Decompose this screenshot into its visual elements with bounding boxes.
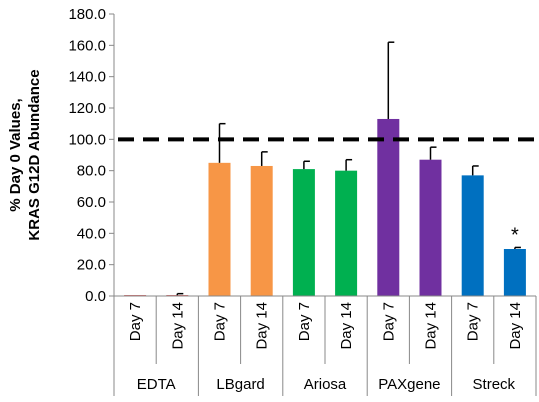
y-tick-label: 160.0	[68, 37, 106, 54]
significance-marker: *	[511, 224, 519, 246]
x-tick-label: Day 7	[296, 302, 313, 341]
x-tick-label: Day 14	[254, 302, 271, 350]
x-tick-label: Day 14	[338, 302, 355, 350]
group-label: Ariosa	[304, 376, 347, 393]
y-axis-title-line: % Day 0 Values,	[7, 98, 24, 211]
y-tick-label: 40.0	[77, 225, 106, 242]
x-tick-label: Day 14	[169, 302, 186, 350]
y-tick-label: 0.0	[85, 288, 106, 305]
bar	[335, 170, 358, 296]
y-tick-label: 140.0	[68, 69, 106, 86]
x-tick-label: Day 14	[507, 302, 524, 350]
bars: *	[124, 41, 526, 297]
y-axis-label: % Day 0 Values, KRAS G12D Abundance	[7, 69, 43, 240]
y-axis-title: % Day 0 Values, KRAS G12D Abundance	[7, 69, 43, 240]
bar	[461, 175, 484, 296]
group-label: Streck	[473, 376, 516, 393]
y-tick-label: 180.0	[68, 6, 106, 23]
group-label: EDTA	[137, 376, 176, 393]
x-tick-label: Day 7	[212, 302, 229, 341]
y-tick-label: 80.0	[77, 163, 106, 180]
y-tick-label: 60.0	[77, 194, 106, 211]
group-label: PAXgene	[378, 376, 440, 393]
bar	[250, 165, 273, 296]
x-tick-label: Day 7	[465, 302, 482, 341]
x-tick-label: Day 7	[380, 302, 397, 341]
y-tick-label: 20.0	[77, 257, 106, 274]
x-tick-label: Day 7	[127, 302, 144, 341]
x-axis: Day 7 Day 14 Day 7 Day 14 Day 7 Day 14 Day 7 Da…	[113, 295, 537, 396]
y-tick-label: 100.0	[68, 131, 106, 148]
y-axis: 0.0 20.0 40.0 60.0 80.0 100.0 120.0 140.0 160.0 1…	[68, 6, 115, 305]
x-tick-label: Day 14	[423, 302, 440, 350]
bar	[208, 162, 231, 296]
bar	[292, 169, 315, 296]
y-axis-title-line: KRAS G12D Abundance	[26, 69, 43, 240]
group-label: LBgard	[216, 376, 264, 393]
bar	[377, 118, 400, 296]
y-tick-label: 120.0	[68, 100, 106, 117]
bar	[503, 249, 526, 296]
bar	[419, 159, 442, 296]
